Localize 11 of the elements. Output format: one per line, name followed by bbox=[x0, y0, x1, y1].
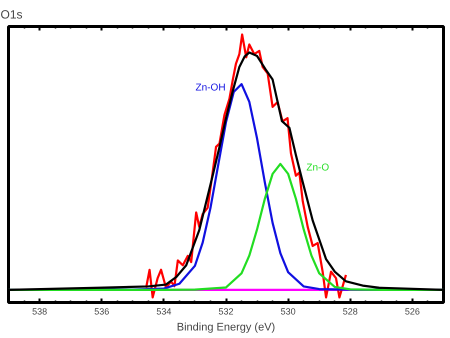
x-tick-label: 538 bbox=[32, 306, 48, 316]
x-tick-label: 528 bbox=[342, 306, 358, 316]
x-tick-label: 536 bbox=[94, 306, 110, 316]
x-tick-label: 532 bbox=[218, 306, 234, 316]
x-tick-label: 534 bbox=[156, 306, 172, 316]
series-label: Zn-OH bbox=[196, 82, 226, 94]
series-label: Zn-O bbox=[306, 162, 330, 174]
x-axis-title: Binding Energy (eV) bbox=[176, 322, 276, 334]
x-tick-label: 530 bbox=[280, 306, 296, 316]
chart-title: O1s bbox=[0, 8, 23, 22]
x-tick-label: 526 bbox=[404, 306, 420, 316]
